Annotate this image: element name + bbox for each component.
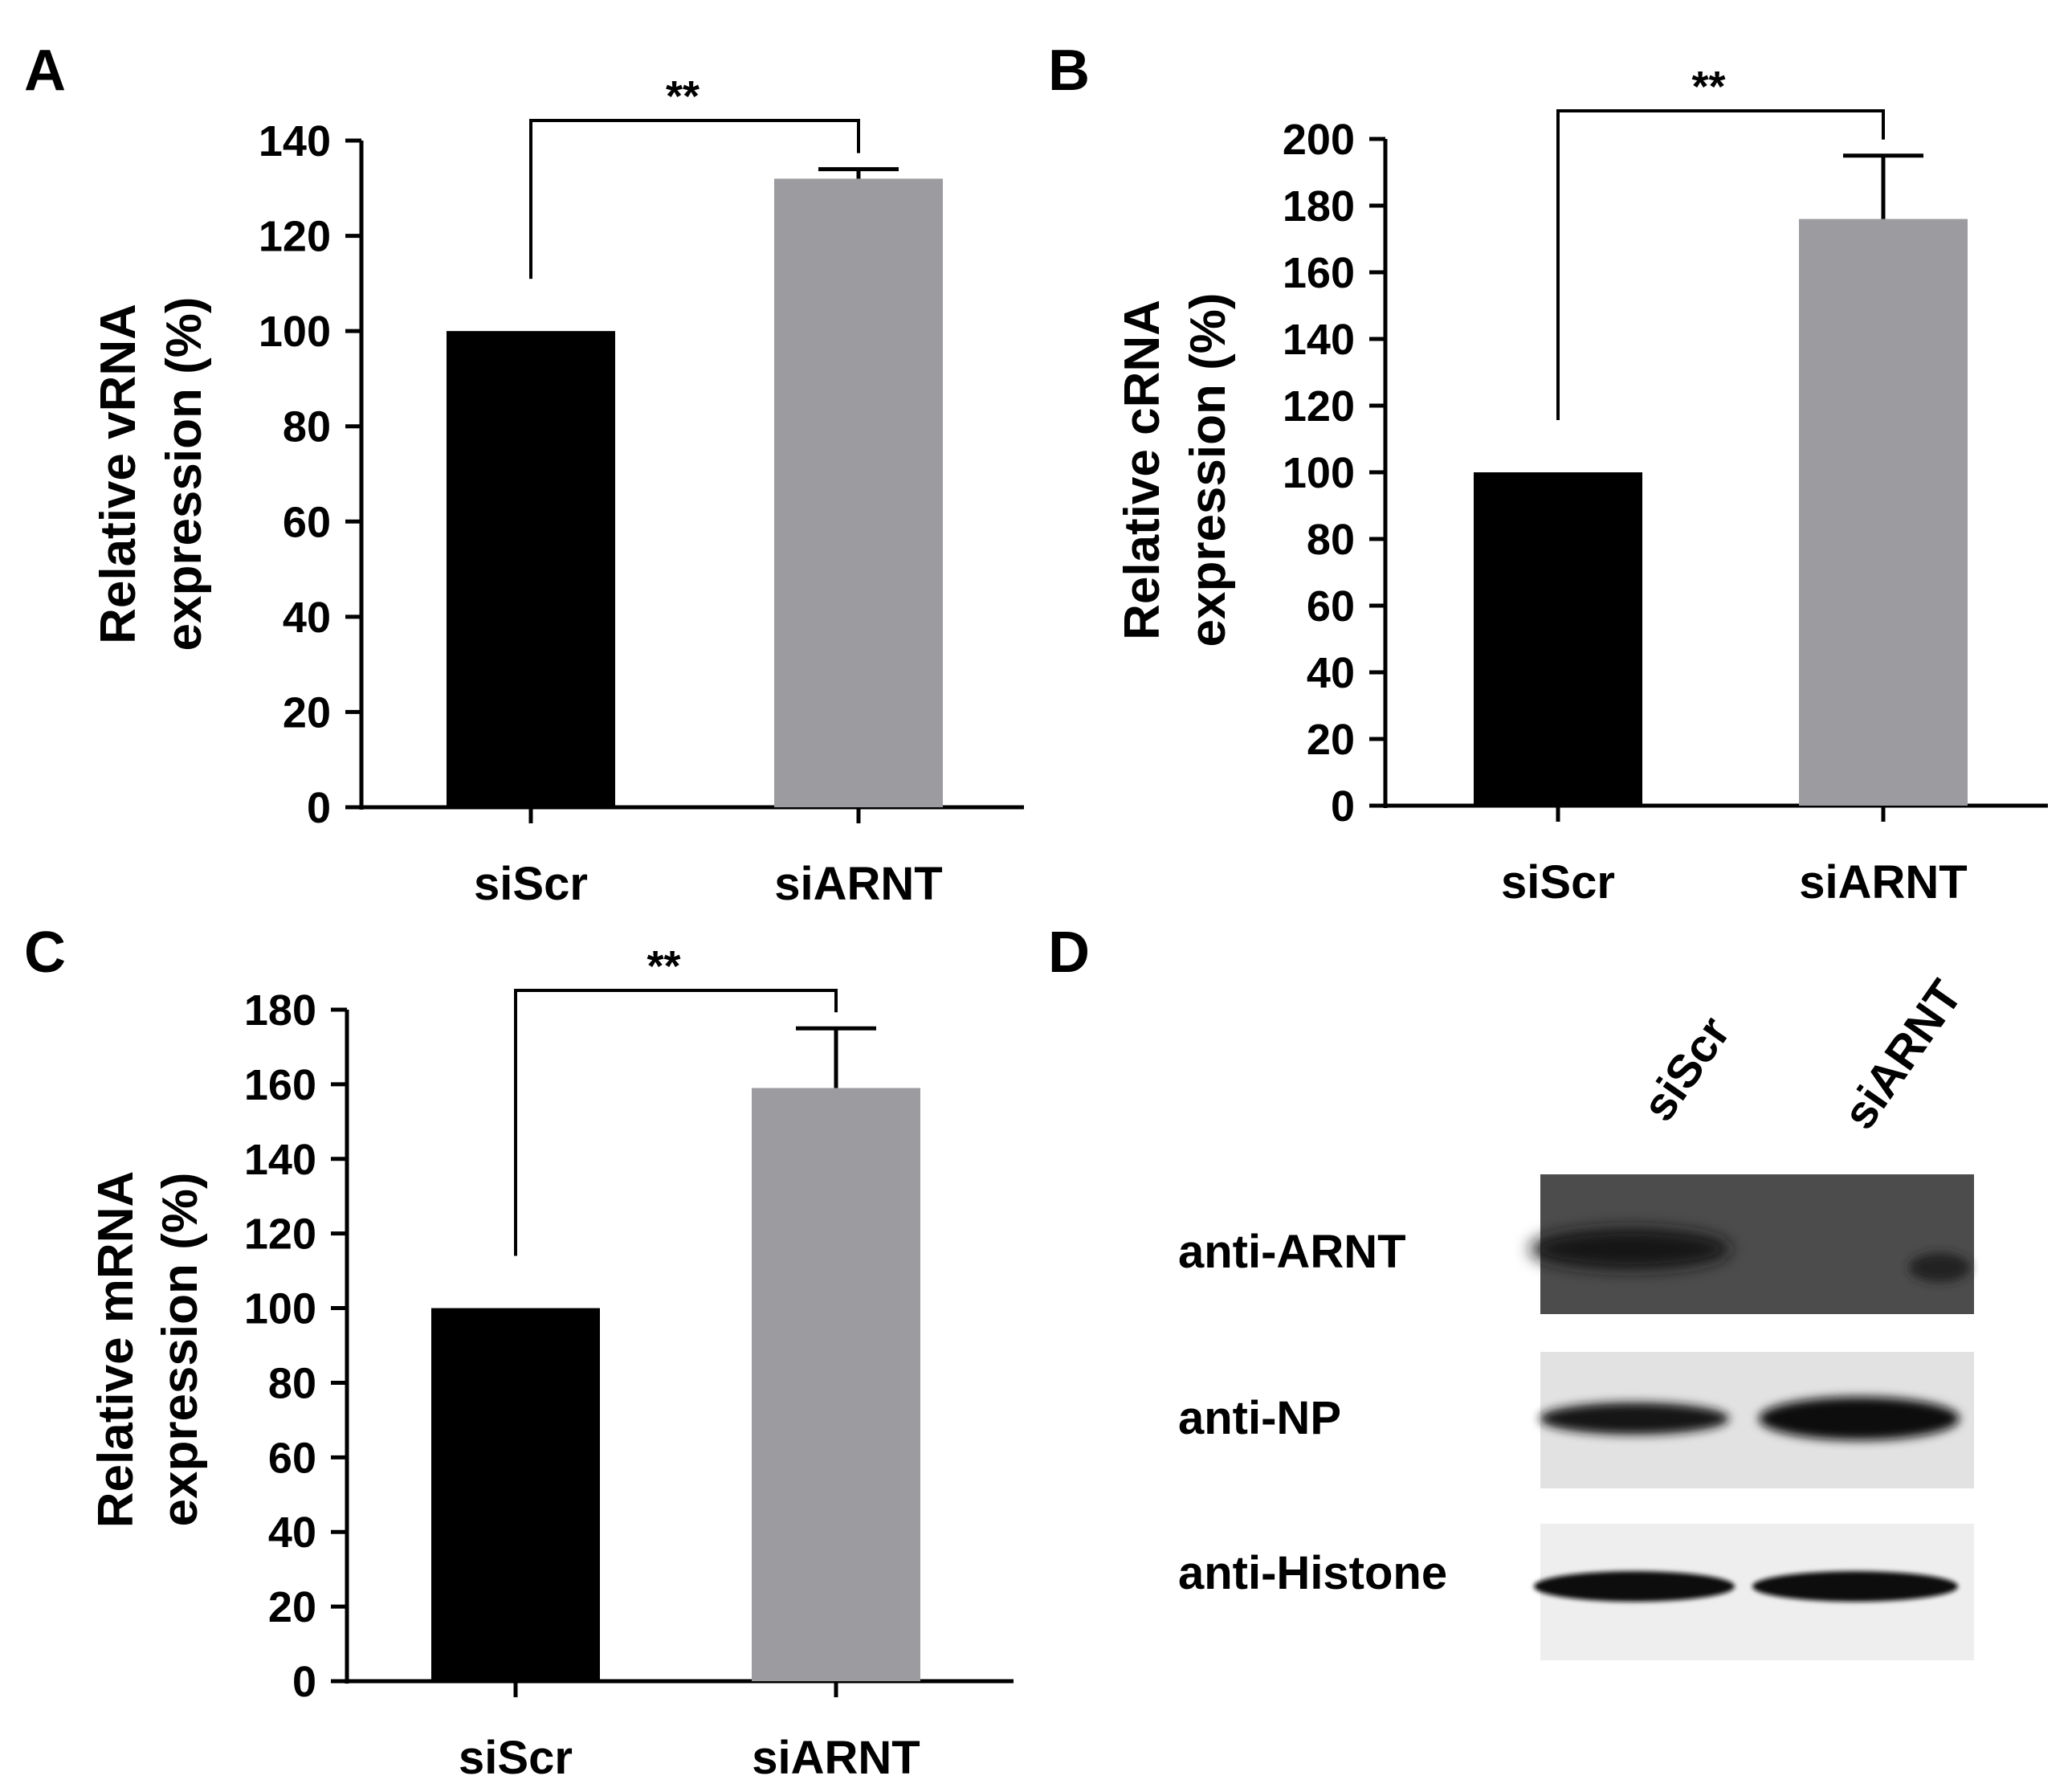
y-tick-label: 60 bbox=[268, 1434, 316, 1482]
y-tick-label: 20 bbox=[268, 1583, 316, 1631]
blot-strip-histone bbox=[1534, 1524, 1974, 1660]
y-tick-label: 140 bbox=[1283, 316, 1355, 364]
y-tick-label: 120 bbox=[1283, 382, 1355, 431]
y-axis-label: Relative mRNA bbox=[88, 1171, 144, 1528]
y-tick-label: 0 bbox=[292, 1658, 316, 1706]
significance-bracket bbox=[514, 989, 838, 1256]
blot-strip-np bbox=[1540, 1352, 1974, 1488]
significance-label: ** bbox=[646, 942, 680, 990]
chart-c-mrna: 0 20 40 60 80 100 120 140 160 180 siScr siARNT ** Rel… bbox=[88, 942, 1014, 1784]
bar bbox=[447, 331, 615, 808]
y-tick-label: 60 bbox=[283, 498, 331, 546]
y-tick-label: 20 bbox=[283, 688, 331, 737]
blot-band bbox=[1534, 1571, 1735, 1602]
y-tick-label: 80 bbox=[283, 403, 331, 451]
y-tick-label: 140 bbox=[244, 1136, 316, 1184]
y-tick-label: 160 bbox=[1283, 249, 1355, 297]
y-tick-label: 80 bbox=[268, 1359, 316, 1407]
panel-letter-c: C bbox=[24, 921, 66, 985]
bar bbox=[1799, 218, 1968, 806]
y-tick-label: 180 bbox=[1283, 182, 1355, 231]
y-tick-label: 40 bbox=[268, 1508, 316, 1557]
significance-label: ** bbox=[1691, 63, 1725, 111]
y-tick-label: 200 bbox=[1283, 116, 1355, 164]
blot-band bbox=[1759, 1397, 1960, 1440]
panel-letter-b: B bbox=[1048, 39, 1090, 103]
y-axis-label: expression (%) bbox=[153, 1172, 208, 1526]
y-tick-label: 0 bbox=[307, 784, 331, 832]
y-tick-label: 100 bbox=[244, 1285, 316, 1333]
x-tick-label: siARNT bbox=[1799, 856, 1967, 908]
x-tick-label: siARNT bbox=[752, 1732, 920, 1784]
y-tick-label: 40 bbox=[283, 594, 331, 642]
panel-letter-a: A bbox=[24, 39, 66, 103]
y-tick-label: 120 bbox=[244, 1210, 316, 1259]
panel-letter-d: D bbox=[1048, 921, 1090, 985]
blot-strip-arnt bbox=[1530, 1174, 1974, 1314]
y-axis-label: expression (%) bbox=[157, 296, 212, 651]
western-blot: siScr siARNT anti-ARNT anti-NP anti-Hist… bbox=[1178, 971, 1974, 1660]
y-tick-label: 20 bbox=[1307, 716, 1355, 764]
significance-bracket bbox=[529, 119, 860, 280]
blot-lane-label: siScr bbox=[1632, 1007, 1740, 1131]
bar bbox=[431, 1308, 600, 1681]
x-tick-label: siScr bbox=[1501, 856, 1615, 908]
y-tick-label: 80 bbox=[1307, 516, 1355, 564]
y-axis-label: Relative cRNA bbox=[1115, 300, 1170, 640]
y-tick-label: 180 bbox=[244, 986, 316, 1035]
x-tick-label: siARNT bbox=[774, 858, 942, 910]
chart-a-vrna: 0 20 40 60 80 100 120 140 siScr siARNT ** Relative … bbox=[91, 72, 1024, 910]
x-tick-label: siScr bbox=[459, 1732, 573, 1784]
y-tick-label: 100 bbox=[259, 308, 331, 356]
blot-band bbox=[1752, 1571, 1958, 1602]
y-tick-label: 0 bbox=[1331, 782, 1355, 831]
y-tick-label: 120 bbox=[259, 213, 331, 261]
chart-b-crna: 0 20 40 60 80 100 120 140 160 180 200 siScr siARNT **… bbox=[1115, 63, 2048, 908]
blot-band bbox=[1909, 1253, 1970, 1282]
y-tick-label: 160 bbox=[244, 1061, 316, 1109]
bar bbox=[1474, 472, 1642, 806]
y-tick-label: 100 bbox=[1283, 449, 1355, 497]
bar bbox=[774, 178, 943, 807]
bar bbox=[752, 1088, 920, 1681]
significance-bracket bbox=[1556, 109, 1885, 420]
y-tick-label: 140 bbox=[259, 117, 331, 165]
blot-row-label: anti-ARNT bbox=[1178, 1226, 1406, 1278]
blot-row-label: anti-Histone bbox=[1178, 1547, 1447, 1599]
y-axis-label: Relative vRNA bbox=[91, 304, 146, 644]
x-tick-label: siScr bbox=[474, 858, 588, 910]
y-tick-label: 40 bbox=[1307, 649, 1355, 697]
y-tick-label: 60 bbox=[1307, 582, 1355, 631]
blot-band bbox=[1530, 1228, 1731, 1270]
significance-label: ** bbox=[666, 72, 700, 120]
blot-band bbox=[1540, 1402, 1729, 1435]
y-axis-label: expression (%) bbox=[1181, 292, 1236, 647]
blot-lane-label: siARNT bbox=[1833, 971, 1972, 1139]
blot-row-label: anti-NP bbox=[1178, 1392, 1341, 1444]
